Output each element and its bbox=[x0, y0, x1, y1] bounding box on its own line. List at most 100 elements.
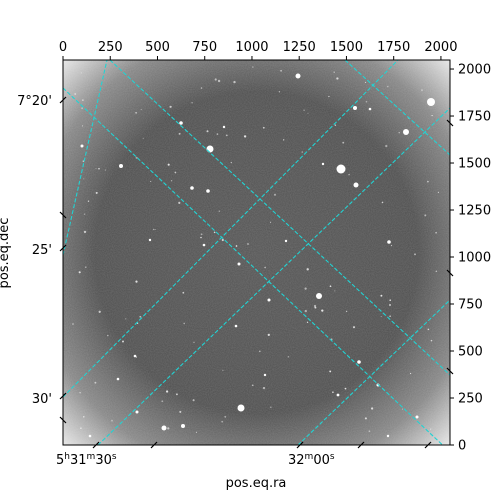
top-tick-label: 250 bbox=[98, 40, 123, 55]
right-tick-label: 2000 bbox=[458, 63, 491, 78]
top-pixel-axis: 0 250 500 750 1000 1250 1500 1750 2000 bbox=[59, 40, 457, 60]
faint-star bbox=[224, 415, 227, 418]
top-tick-label: 750 bbox=[192, 40, 217, 55]
grid-line bbox=[297, 299, 450, 445]
star bbox=[427, 98, 435, 106]
faint-star bbox=[437, 191, 439, 193]
world-tick-mark bbox=[446, 119, 454, 127]
world-tick-mark bbox=[59, 96, 67, 104]
faint-star bbox=[251, 384, 254, 387]
sky-image bbox=[63, 60, 450, 445]
star bbox=[263, 373, 267, 377]
star-field bbox=[72, 66, 439, 438]
faint-star bbox=[328, 95, 330, 98]
faint-star bbox=[306, 321, 309, 323]
faint-star bbox=[193, 341, 195, 343]
world-coordinate-ticks bbox=[59, 96, 454, 449]
faint-star bbox=[380, 316, 382, 318]
faint-star bbox=[107, 334, 109, 337]
faint-star bbox=[333, 71, 335, 73]
faint-star bbox=[365, 81, 367, 83]
star bbox=[133, 354, 137, 358]
faint-star bbox=[414, 253, 416, 256]
top-tick-label: 1250 bbox=[283, 40, 316, 55]
faint-star bbox=[81, 107, 83, 109]
faint-star bbox=[329, 285, 332, 288]
star bbox=[284, 239, 288, 243]
faint-star bbox=[304, 287, 307, 290]
faint-star bbox=[385, 144, 388, 148]
star bbox=[237, 404, 245, 412]
star bbox=[222, 125, 226, 129]
star bbox=[206, 189, 210, 193]
faint-star bbox=[122, 340, 124, 343]
star bbox=[237, 262, 241, 266]
faint-star bbox=[329, 370, 332, 373]
faint-star bbox=[430, 339, 433, 342]
faint-star bbox=[410, 372, 412, 375]
right-tick-label: 1000 bbox=[458, 251, 491, 266]
faint-star bbox=[427, 328, 430, 331]
faint-star bbox=[80, 427, 82, 430]
world-tick-mark bbox=[59, 211, 67, 219]
faint-star bbox=[95, 168, 97, 170]
faint-star bbox=[95, 191, 98, 194]
faint-star bbox=[306, 268, 309, 271]
faint-star bbox=[304, 309, 307, 313]
faint-star bbox=[191, 102, 193, 104]
faint-star bbox=[195, 431, 198, 433]
faint-star bbox=[182, 291, 185, 294]
faint-star bbox=[332, 391, 334, 393]
faint-star bbox=[218, 210, 220, 212]
faint-star bbox=[79, 392, 81, 394]
faint-star bbox=[278, 91, 281, 93]
faint-star bbox=[217, 79, 221, 83]
faint-star bbox=[167, 163, 170, 166]
faint-star bbox=[135, 280, 138, 283]
faint-star bbox=[368, 430, 371, 433]
star bbox=[321, 162, 325, 166]
star bbox=[135, 410, 139, 414]
faint-star bbox=[154, 228, 156, 231]
faint-star bbox=[142, 137, 144, 139]
world-tick-mark bbox=[150, 441, 158, 449]
world-tick-mark bbox=[296, 441, 304, 449]
faint-star bbox=[427, 180, 429, 183]
faint-star bbox=[270, 221, 272, 223]
faint-star bbox=[82, 99, 84, 101]
grid-line bbox=[109, 60, 450, 376]
faint-star bbox=[390, 244, 393, 247]
star bbox=[357, 360, 361, 364]
faint-star bbox=[139, 315, 142, 318]
faint-star bbox=[345, 310, 348, 313]
faint-star bbox=[78, 271, 81, 274]
faint-star bbox=[83, 416, 85, 418]
faint-star bbox=[200, 87, 203, 89]
faint-star bbox=[233, 80, 236, 84]
faint-star bbox=[352, 326, 356, 329]
faint-star bbox=[388, 303, 392, 307]
faint-star bbox=[273, 193, 277, 196]
faint-star bbox=[307, 112, 309, 114]
faint-star bbox=[214, 78, 217, 81]
grid-line bbox=[63, 87, 444, 445]
faint-star bbox=[243, 135, 247, 138]
world-tick-mark bbox=[59, 416, 67, 424]
faint-star bbox=[389, 315, 391, 318]
top-tick-label: 1750 bbox=[377, 40, 410, 55]
faint-star bbox=[230, 161, 232, 164]
star bbox=[206, 145, 214, 153]
faint-star bbox=[200, 233, 203, 236]
faint-star bbox=[87, 200, 90, 202]
faint-star bbox=[283, 139, 285, 141]
faint-star bbox=[421, 89, 423, 91]
faint-star bbox=[111, 419, 113, 422]
grid-line bbox=[63, 60, 399, 398]
top-tick-label: 2000 bbox=[424, 40, 457, 55]
faint-star bbox=[380, 294, 383, 297]
faint-star bbox=[179, 410, 182, 413]
world-tick-mark bbox=[446, 269, 454, 277]
top-tick-label: 500 bbox=[145, 40, 170, 55]
faint-star bbox=[169, 105, 172, 108]
